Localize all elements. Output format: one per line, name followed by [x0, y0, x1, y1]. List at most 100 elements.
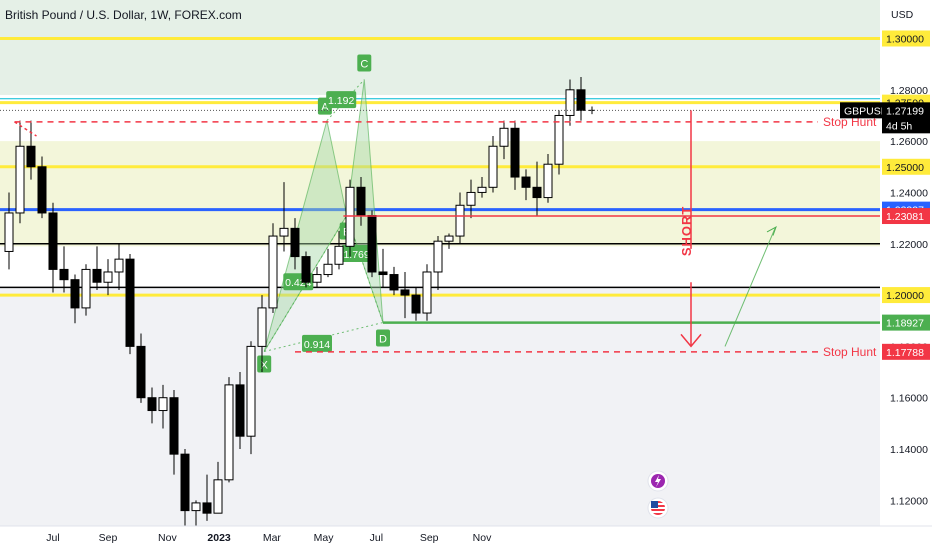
candle — [213, 461, 223, 514]
price-label-red[interactable]: 1.23081 — [882, 208, 930, 225]
projection-arrow-head — [766, 226, 777, 236]
pattern-point-x[interactable]: X — [257, 355, 272, 373]
us-flag-icon[interactable] — [647, 497, 669, 519]
pattern-point-c[interactable]: C — [357, 54, 372, 72]
candle-body — [136, 345, 146, 399]
price-label-box — [882, 287, 930, 304]
price-tick-label: 1.26000 — [890, 136, 928, 148]
price-label-text: 1.25000 — [886, 162, 924, 174]
candle-body — [180, 453, 190, 512]
candle — [323, 248, 333, 278]
price-label-symbol[interactable]: GBPUSD — [840, 102, 889, 119]
pattern-point-label: C — [360, 59, 368, 71]
candle-body — [81, 268, 91, 309]
pattern-point-badge — [257, 355, 272, 373]
price-label-dark[interactable]: 1.27199 — [882, 102, 930, 119]
candle — [510, 120, 520, 190]
price-tick-label: 1.22000 — [890, 239, 928, 251]
projection-arrow-line — [724, 228, 776, 347]
pattern-point-label: X — [261, 360, 269, 372]
pattern-ratio-line — [326, 79, 365, 121]
candle-body — [301, 256, 311, 283]
candle — [433, 236, 443, 290]
candle-body — [554, 114, 564, 165]
candle-body — [246, 345, 256, 437]
time-tick-label: Nov — [158, 532, 177, 544]
candle-body — [169, 397, 179, 455]
price-label-text: 1.20000 — [886, 290, 924, 302]
price-label-dark_small[interactable]: 4d 5h — [882, 117, 930, 134]
time-tick-label: Sep — [99, 532, 118, 544]
candle-body — [499, 127, 509, 147]
candle-body — [202, 502, 212, 514]
candle — [81, 264, 91, 316]
candle — [70, 274, 80, 324]
price-label-yellow[interactable]: 1.30000 — [882, 30, 930, 47]
ratio-label: 1.769 — [343, 249, 369, 261]
candle-body — [576, 89, 586, 111]
candle — [114, 243, 124, 290]
pattern-point-badge — [376, 329, 390, 347]
candle — [92, 246, 102, 290]
candle-body — [4, 212, 14, 252]
candle-body — [389, 274, 399, 291]
price-axis[interactable]: 1.30000 1.28000 1.26000 1.24000 1.22000 1.200… — [840, 0, 932, 526]
candle-body — [147, 397, 157, 412]
candle — [26, 120, 36, 180]
candle — [455, 192, 465, 244]
pattern-point-d[interactable]: D — [376, 329, 390, 347]
price-tick-label: 1.24000 — [890, 187, 928, 199]
candle-body — [257, 307, 267, 347]
candle-body — [433, 240, 443, 273]
candle-body — [114, 258, 124, 273]
candle — [334, 230, 344, 270]
candle — [411, 287, 421, 321]
price-label-box — [840, 102, 882, 119]
candle — [576, 76, 586, 121]
candle-body — [312, 274, 322, 283]
ratio-label: 1.192 — [328, 95, 354, 107]
candle — [257, 295, 267, 373]
annotations-layer[interactable]: Stop Hunt Stop Hunt SHORT — [0, 109, 880, 359]
time-axis[interactable]: Jul Sep Nov 2023 Mar May Jul Sep Nov — [0, 525, 932, 550]
candle-body — [400, 289, 410, 296]
ratio-label: 0.914 — [304, 339, 330, 351]
resistance-zone — [0, 0, 880, 95]
candle-body — [367, 215, 377, 273]
ratio-badge: 0.914 — [302, 334, 332, 352]
price-label-text: 1.18927 — [886, 318, 924, 330]
lightning-icon[interactable] — [647, 470, 669, 492]
price-label-red[interactable]: 1.17788 — [882, 343, 930, 360]
price-label-text: 1.23081 — [886, 211, 924, 223]
price-label-yellow[interactable]: 1.20000 — [882, 287, 930, 304]
pattern-ratio-line — [263, 215, 348, 352]
candle — [466, 179, 476, 219]
ratio-badge: 1.769 — [341, 245, 372, 263]
price-label-green[interactable]: 1.18927 — [882, 314, 930, 331]
stop-hunt-lower-label: Stop Hunt — [823, 345, 877, 359]
candle — [565, 79, 575, 126]
price-label-text: 1.27199 — [886, 105, 924, 117]
ratio-badge: 1.192 — [326, 91, 357, 109]
candles-layer — [4, 76, 595, 526]
badges[interactable] — [647, 470, 669, 519]
candle-body — [543, 163, 553, 199]
candle-body — [334, 245, 344, 265]
candle-body — [92, 268, 102, 283]
candle — [521, 169, 531, 201]
candle-body — [455, 204, 465, 237]
candle — [301, 251, 311, 288]
candle-body — [15, 145, 25, 214]
candle — [543, 153, 553, 203]
price-label-box — [882, 343, 930, 360]
ratio-badge-box — [341, 245, 372, 263]
symbol-title: British Pound / U.S. Dollar, 1W, FOREX.c… — [5, 8, 242, 22]
price-label-yellow[interactable]: 1.25000 — [882, 158, 930, 175]
candle — [532, 161, 542, 216]
time-tick-label: Nov — [473, 532, 492, 544]
candle — [125, 254, 135, 355]
price-tick-label: 1.28000 — [890, 85, 928, 97]
candle — [422, 264, 432, 321]
